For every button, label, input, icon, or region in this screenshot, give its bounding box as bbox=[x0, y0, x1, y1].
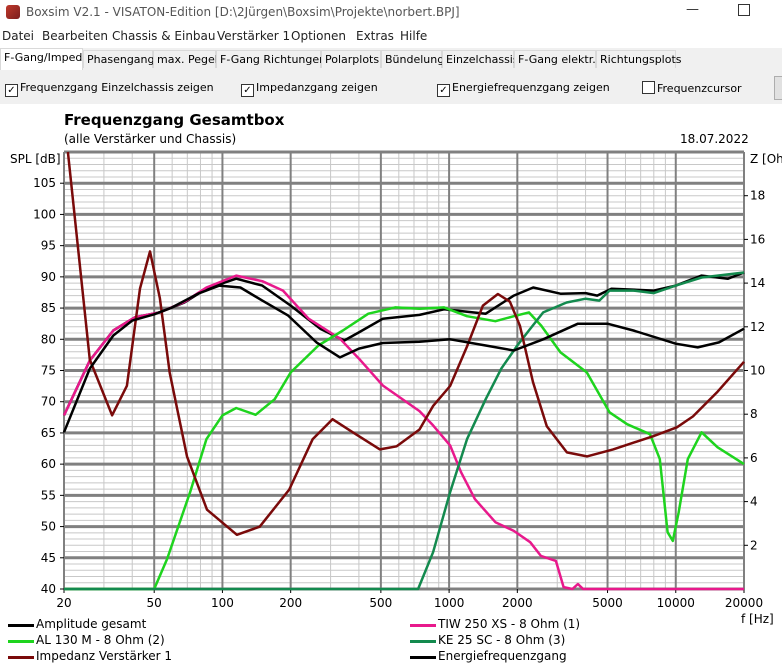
y-tick-label: 105 bbox=[33, 176, 56, 190]
y-tick-label: 60 bbox=[41, 457, 56, 471]
legend-label: AL 130 M - 8 Ohm (2) bbox=[36, 633, 165, 647]
series-line-2 bbox=[64, 306, 745, 591]
y-tick-label: 55 bbox=[41, 488, 56, 502]
checkbox-energiefrequenzgang[interactable]: ✓ Energiefrequenzgang zeigen bbox=[437, 81, 610, 97]
y-axis-label: SPL [dB] bbox=[10, 152, 61, 166]
tab-buendelung[interactable]: Bündelung bbox=[381, 50, 444, 68]
y-tick-label: 95 bbox=[41, 239, 56, 253]
side-button[interactable] bbox=[774, 76, 782, 100]
tab-phasengang[interactable]: Phasengang bbox=[83, 50, 155, 68]
y2-tick-label: 2 bbox=[750, 538, 758, 552]
checkbox-frequenzcursor[interactable]: Frequenzcursor bbox=[642, 81, 742, 95]
chart-title: Frequenzgang Gesamtbox bbox=[64, 111, 285, 129]
x-tick-label: 10000 bbox=[657, 596, 695, 610]
legend-swatch bbox=[8, 624, 34, 627]
legend-swatch bbox=[8, 640, 34, 643]
legend-label: TIW 250 XS - 8 Ohm (1) bbox=[438, 617, 581, 631]
legend-swatch bbox=[410, 640, 436, 643]
x-tick-label: 500 bbox=[369, 596, 392, 610]
menu-hilfe[interactable]: Hilfe bbox=[400, 29, 428, 43]
y-tick-label: 65 bbox=[41, 426, 56, 440]
tab-fgang-elektr[interactable]: F-Gang elektr. bbox=[514, 50, 596, 68]
legend-label: Energiefrequenzgang bbox=[438, 649, 567, 663]
tab-einzelchassis[interactable]: Einzelchassis bbox=[442, 50, 519, 68]
x-tick-label: 20000 bbox=[725, 596, 763, 610]
legend-swatch bbox=[410, 656, 436, 659]
checkmark-icon: ✓ bbox=[5, 84, 18, 97]
y2-tick-label: 16 bbox=[750, 232, 765, 246]
x-tick-label: 1000 bbox=[434, 596, 465, 610]
legend-label: Impedanz Verstärker 1 bbox=[36, 649, 173, 663]
y2-tick-label: 4 bbox=[750, 495, 758, 509]
minimize-button[interactable]: — bbox=[686, 2, 699, 17]
tab-fgang-richtungen[interactable]: F-Gang Richtungen bbox=[216, 50, 326, 68]
legend-swatch bbox=[8, 656, 34, 659]
menu-verstaerker[interactable]: Verstärker 1 bbox=[217, 29, 291, 43]
chart-date: 18.07.2022 bbox=[680, 132, 749, 146]
checkbox-frequenzgang-einzelchassis[interactable]: ✓ Frequenzgang Einzelchassis zeigen bbox=[5, 81, 214, 97]
y-tick-label: 85 bbox=[41, 301, 56, 315]
x-tick-label: 50 bbox=[147, 596, 162, 610]
y2-tick-label: 10 bbox=[750, 364, 765, 378]
y-tick-label: 90 bbox=[41, 270, 56, 284]
legend-label: KE 25 SC - 8 Ohm (3) bbox=[438, 633, 566, 647]
y-tick-label: 40 bbox=[41, 582, 56, 596]
chart-subtitle: (alle Verstärker und Chassis) bbox=[64, 132, 237, 146]
checkmark-icon: ✓ bbox=[241, 84, 254, 97]
tab-polarplots[interactable]: Polarplots bbox=[321, 50, 381, 68]
legend-swatch bbox=[410, 624, 436, 627]
y2-axis-label: Z [Oh bbox=[750, 152, 782, 166]
series-line-4 bbox=[66, 151, 745, 537]
y2-tick-label: 18 bbox=[750, 189, 765, 203]
series-line-3 bbox=[64, 271, 745, 591]
maximize-button[interactable] bbox=[738, 4, 750, 16]
title-bar: Boxsim V2.1 - VISATON-Edition [D:\2Jürge… bbox=[0, 0, 782, 26]
menu-chassis-einbau[interactable]: Chassis & Einbau bbox=[112, 29, 216, 43]
y-tick-label: 80 bbox=[41, 332, 56, 346]
checkbox-impedanzgang[interactable]: ✓ Impedanzgang zeigen bbox=[241, 81, 378, 97]
y2-tick-label: 12 bbox=[750, 320, 765, 334]
x-axis-label: f [Hz] bbox=[741, 612, 774, 626]
menu-extras[interactable]: Extras bbox=[356, 29, 394, 43]
y-tick-label: 75 bbox=[41, 364, 56, 378]
window-title: Boxsim V2.1 - VISATON-Edition [D:\2Jürge… bbox=[26, 5, 460, 19]
legend-label: Amplitude gesamt bbox=[36, 617, 147, 631]
menu-bearbeiten[interactable]: Bearbeiten bbox=[42, 29, 108, 43]
tab-max-pegel[interactable]: max. Pegel bbox=[153, 50, 218, 68]
y-tick-label: 45 bbox=[41, 551, 56, 565]
tab-richtungsplots[interactable]: Richtungsplots bbox=[596, 50, 682, 68]
app-icon bbox=[6, 5, 20, 19]
y2-tick-label: 8 bbox=[750, 407, 758, 421]
x-tick-label: 20 bbox=[56, 596, 71, 610]
y-tick-label: 100 bbox=[33, 207, 56, 221]
x-tick-label: 5000 bbox=[592, 596, 623, 610]
menu-optionen[interactable]: Optionen bbox=[291, 29, 347, 43]
y2-tick-label: 6 bbox=[750, 451, 758, 465]
y-tick-label: 50 bbox=[41, 520, 56, 534]
checkmark-icon: ✓ bbox=[437, 84, 450, 97]
menu-datei[interactable]: Datei bbox=[2, 29, 35, 43]
x-tick-label: 100 bbox=[211, 596, 234, 610]
series-line-5 bbox=[62, 284, 745, 433]
menu-bar: Datei Bearbeiten Chassis & Einbau Verstä… bbox=[0, 26, 782, 48]
x-tick-label: 2000 bbox=[502, 596, 533, 610]
options-row: ✓ Frequenzgang Einzelchassis zeigen ✓ Impe… bbox=[0, 70, 782, 104]
tab-fgang-imped[interactable]: F-Gang/Imped. bbox=[0, 48, 86, 70]
y2-tick-label: 14 bbox=[750, 276, 765, 290]
y-tick-label: 70 bbox=[41, 395, 56, 409]
x-tick-label: 200 bbox=[279, 596, 302, 610]
